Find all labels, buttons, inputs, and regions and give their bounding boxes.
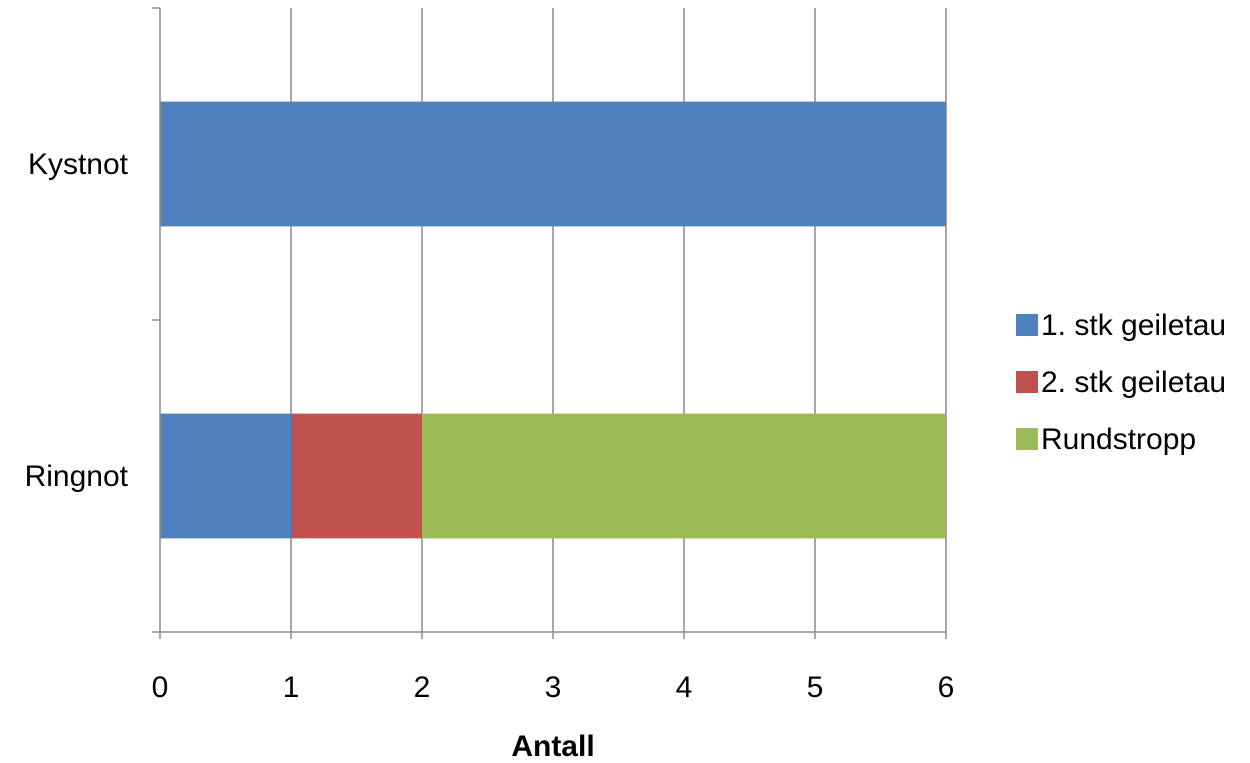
y-category-ringnot: Ringnot	[25, 460, 129, 493]
x-tick-4: 4	[676, 671, 693, 704]
bar-ringnot-series-3	[422, 413, 946, 539]
x-tick-5: 5	[807, 671, 824, 704]
bar-ringnot-series-1	[160, 413, 291, 539]
x-axis-title: Antall	[511, 730, 594, 763]
y-category-labels: Kystnot Ringnot	[25, 148, 129, 493]
legend-swatch-1	[1016, 314, 1038, 336]
x-tick-1: 1	[283, 671, 300, 704]
axes	[152, 7, 947, 639]
legend-label-1: 1. stk geiletau	[1041, 309, 1226, 342]
bar-kystnot-series-1	[160, 101, 946, 227]
legend-label-3: Rundstropp	[1041, 423, 1196, 456]
legend-swatch-3	[1016, 428, 1038, 450]
y-category-kystnot: Kystnot	[28, 148, 129, 181]
legend-swatch-2	[1016, 371, 1038, 393]
legend-label-2: 2. stk geiletau	[1041, 366, 1226, 399]
x-tick-2: 2	[414, 671, 431, 704]
x-tick-6: 6	[938, 671, 955, 704]
bar-ringnot-series-2	[291, 413, 422, 539]
x-tick-labels: 0 1 2 3 4 5 6	[152, 671, 955, 704]
x-tick-0: 0	[152, 671, 169, 704]
bars	[160, 101, 946, 539]
legend: 1. stk geiletau 2. stk geiletau Rundstropp	[1016, 309, 1226, 456]
x-tick-3: 3	[545, 671, 562, 704]
